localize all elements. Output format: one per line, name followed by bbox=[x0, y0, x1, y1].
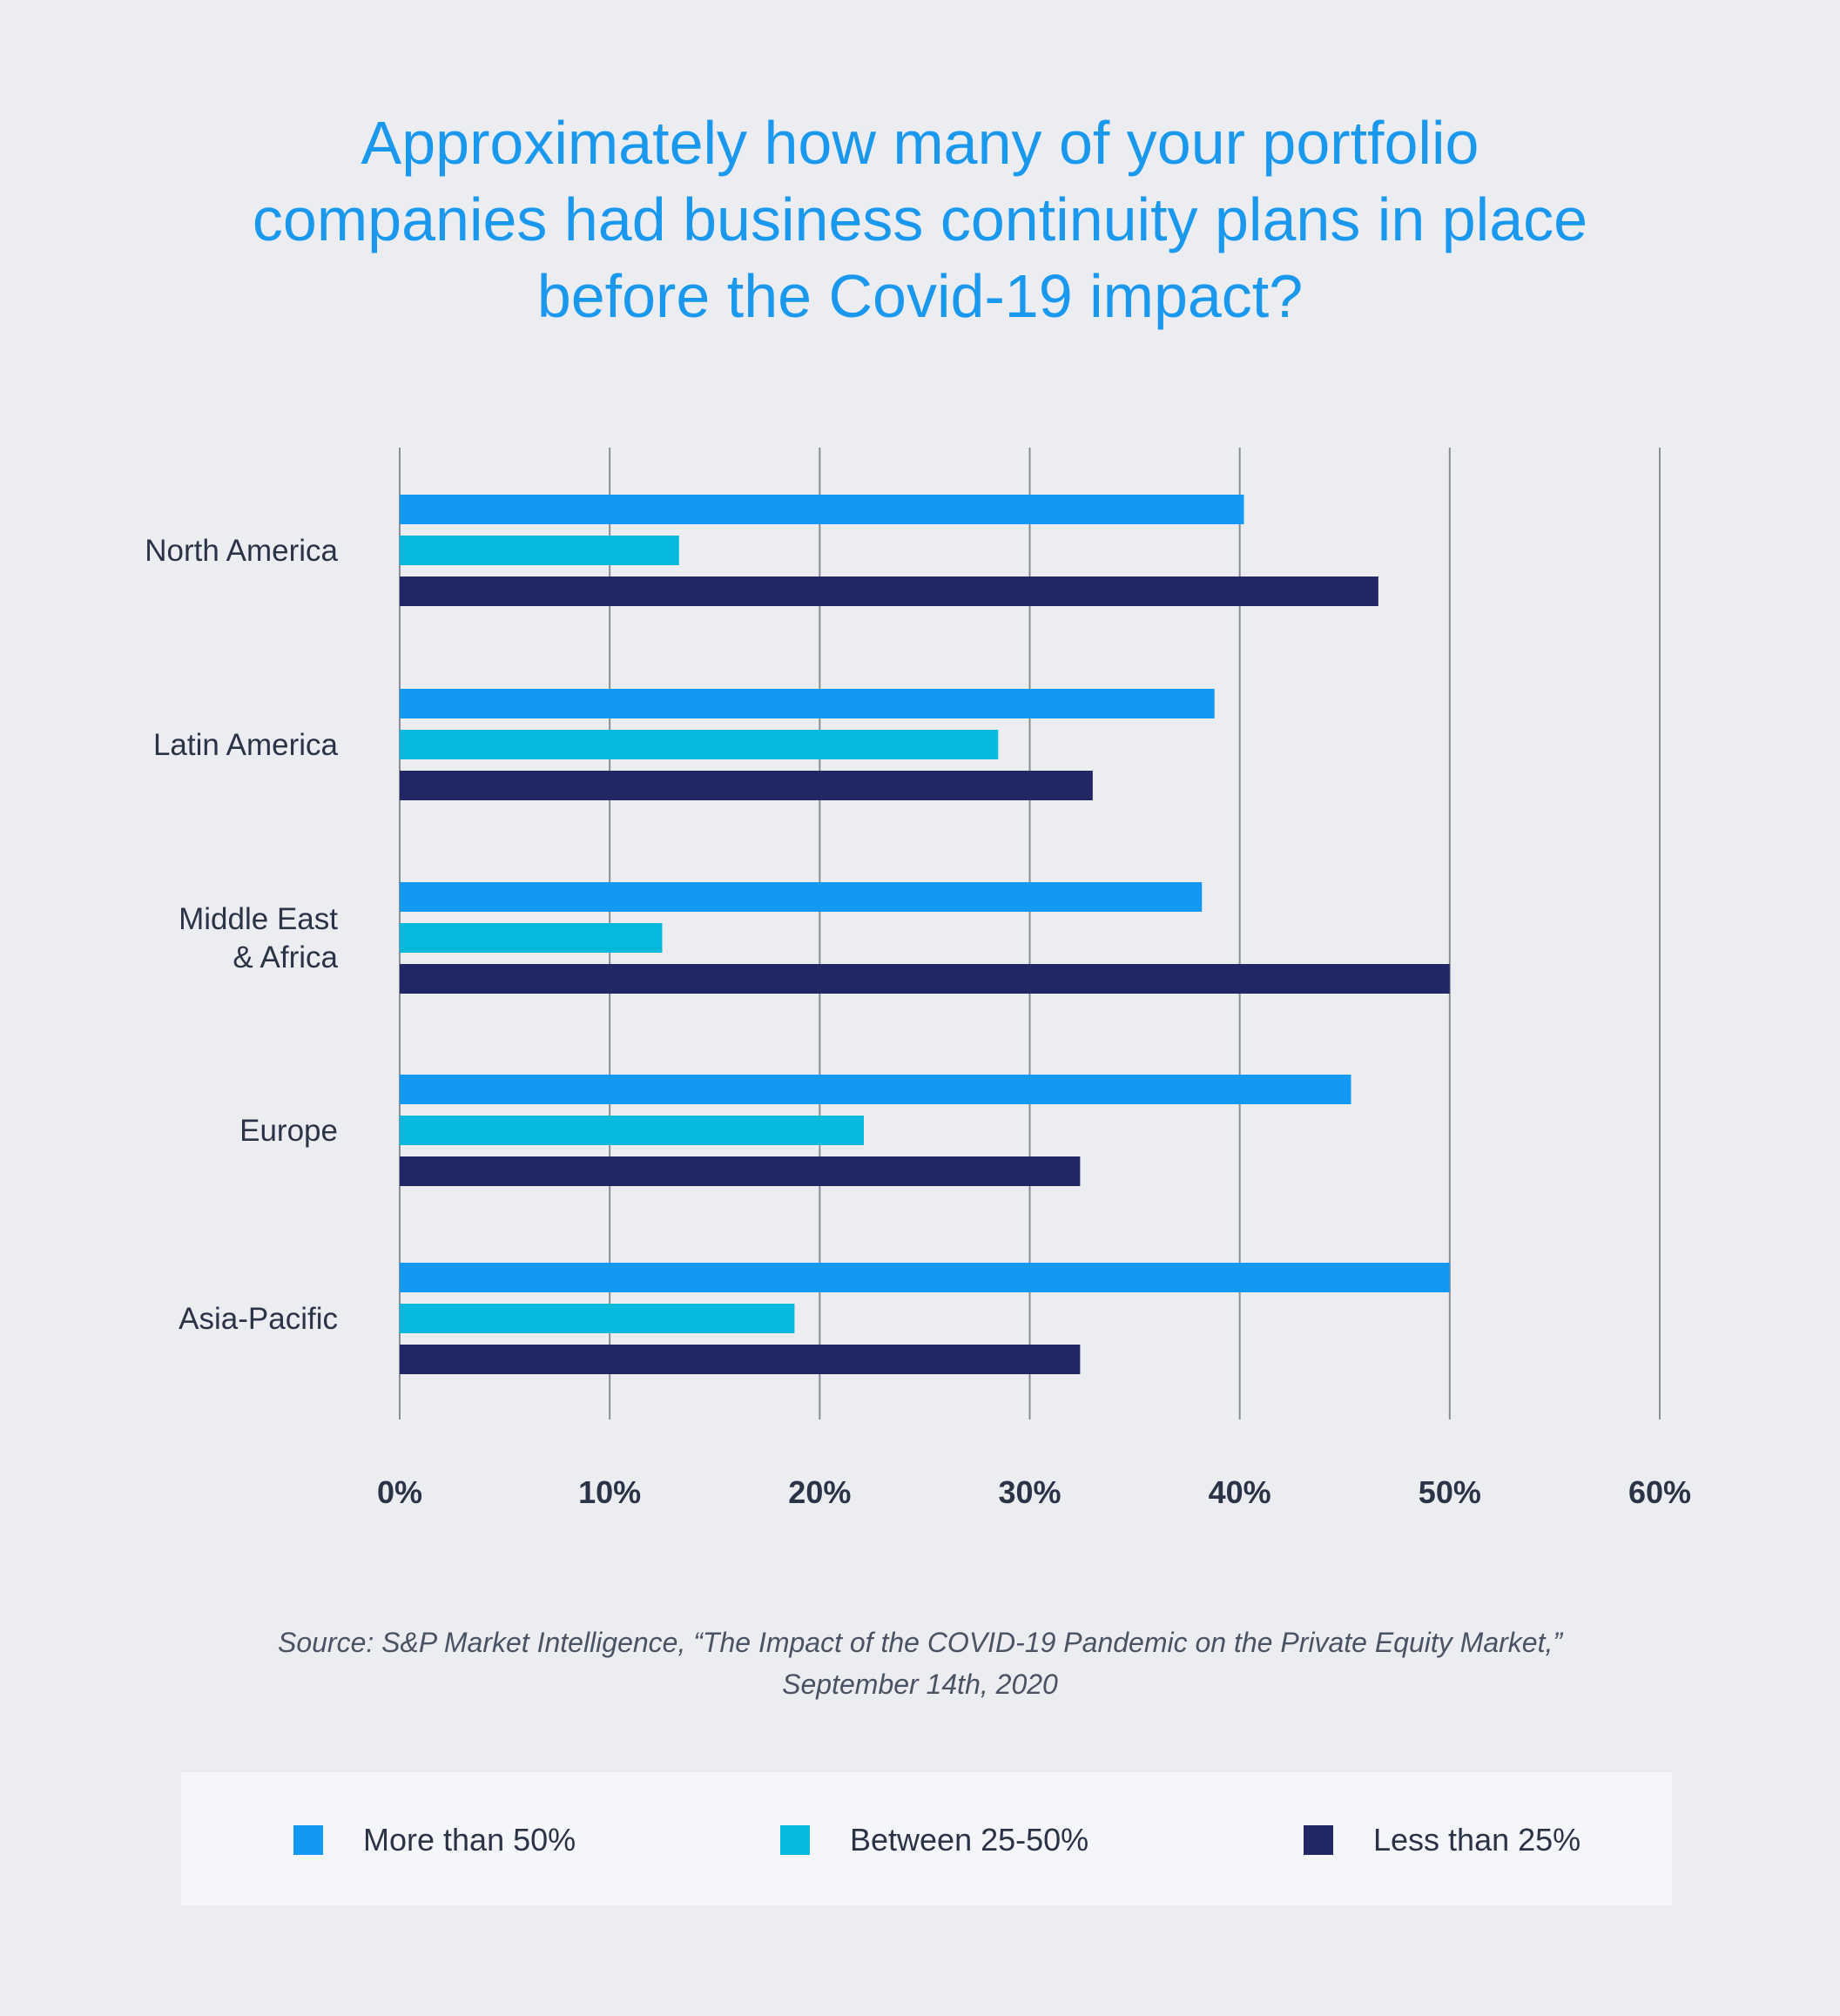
bar bbox=[400, 771, 1093, 800]
bar bbox=[400, 536, 679, 565]
source-line: Source: S&P Market Intelligence, “The Im… bbox=[277, 1627, 1562, 1658]
category-label: Asia-Pacific bbox=[179, 1302, 338, 1336]
category-label: Europe bbox=[239, 1114, 338, 1148]
bar bbox=[400, 1263, 1450, 1292]
x-tick-label: 0% bbox=[377, 1474, 422, 1510]
bar bbox=[400, 495, 1244, 524]
legend-label: More than 50% bbox=[363, 1822, 576, 1858]
legend-label: Less than 25% bbox=[1373, 1822, 1581, 1858]
legend-label: Between 25-50% bbox=[850, 1822, 1089, 1858]
bar bbox=[400, 923, 663, 953]
bar-chart: 0% 10% 20% 30% 40% 50% 60% North America Latin A… bbox=[145, 448, 1691, 1510]
legend-swatch bbox=[780, 1825, 810, 1855]
bar bbox=[400, 1345, 1081, 1374]
legend-item-less-than-25: Less than 25% bbox=[1304, 1822, 1581, 1858]
bar bbox=[400, 964, 1450, 994]
x-tick-label: 50% bbox=[1419, 1474, 1481, 1510]
category-label: & Africa bbox=[233, 941, 338, 974]
category-label: Middle East bbox=[179, 902, 338, 936]
title-line: before the Covid-19 impact? bbox=[536, 262, 1304, 330]
chart-title: Approximately how many of your portfolio… bbox=[0, 105, 1840, 334]
source-line: September 14th, 2020 bbox=[782, 1669, 1058, 1700]
category-label: Latin America bbox=[153, 728, 339, 762]
x-tick-label: 40% bbox=[1209, 1474, 1271, 1510]
legend-item-between-25-50: Between 25-50% bbox=[780, 1822, 1088, 1858]
legend-swatch bbox=[293, 1825, 323, 1855]
legend-swatch bbox=[1304, 1825, 1333, 1855]
bar bbox=[400, 1116, 864, 1145]
x-tick-label: 30% bbox=[998, 1474, 1061, 1510]
bar bbox=[400, 882, 1203, 912]
category-label: North America bbox=[145, 534, 338, 568]
bar bbox=[400, 730, 999, 759]
title-line: companies had business continuity plans … bbox=[252, 185, 1588, 253]
x-tick-label: 10% bbox=[578, 1474, 641, 1510]
legend-item-more-than-50: More than 50% bbox=[293, 1822, 576, 1858]
x-tick-label: 20% bbox=[788, 1474, 851, 1510]
bar bbox=[400, 689, 1215, 718]
title-line: Approximately how many of your portfolio bbox=[361, 109, 1479, 177]
legend: More than 50% Between 25-50% Less than 2… bbox=[181, 1772, 1672, 1905]
bar bbox=[400, 576, 1378, 606]
bar bbox=[400, 1075, 1351, 1104]
bar bbox=[400, 1304, 795, 1333]
source-note: Source: S&P Market Intelligence, “The Im… bbox=[0, 1622, 1840, 1705]
bar bbox=[400, 1156, 1081, 1186]
x-tick-label: 60% bbox=[1628, 1474, 1691, 1510]
